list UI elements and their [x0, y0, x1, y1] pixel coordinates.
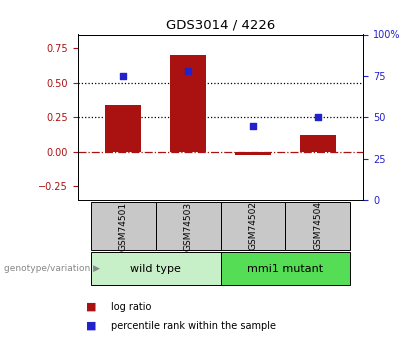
Text: log ratio: log ratio: [111, 302, 152, 312]
Bar: [300, 135, 336, 152]
Text: GSM74503: GSM74503: [184, 201, 192, 250]
Point: [249, 123, 256, 128]
Text: ■: ■: [86, 321, 97, 331]
Bar: [155, 202, 220, 250]
Bar: [220, 252, 350, 286]
Bar: [286, 202, 350, 250]
Bar: [170, 55, 206, 152]
Text: ■: ■: [86, 302, 97, 312]
Text: GSM74501: GSM74501: [118, 201, 128, 250]
Point: [120, 73, 126, 79]
Bar: [220, 202, 286, 250]
Text: GSM74504: GSM74504: [313, 201, 323, 250]
Point: [185, 68, 192, 74]
Point: [315, 115, 321, 120]
Text: percentile rank within the sample: percentile rank within the sample: [111, 321, 276, 331]
Bar: [91, 252, 221, 286]
Text: genotype/variation ▶: genotype/variation ▶: [4, 264, 100, 273]
Bar: [105, 105, 141, 152]
Bar: [91, 202, 155, 250]
Text: mmi1 mutant: mmi1 mutant: [247, 264, 323, 274]
Bar: [235, 152, 271, 155]
Text: GSM74502: GSM74502: [249, 201, 257, 250]
Text: wild type: wild type: [130, 264, 181, 274]
Title: GDS3014 / 4226: GDS3014 / 4226: [166, 19, 275, 32]
